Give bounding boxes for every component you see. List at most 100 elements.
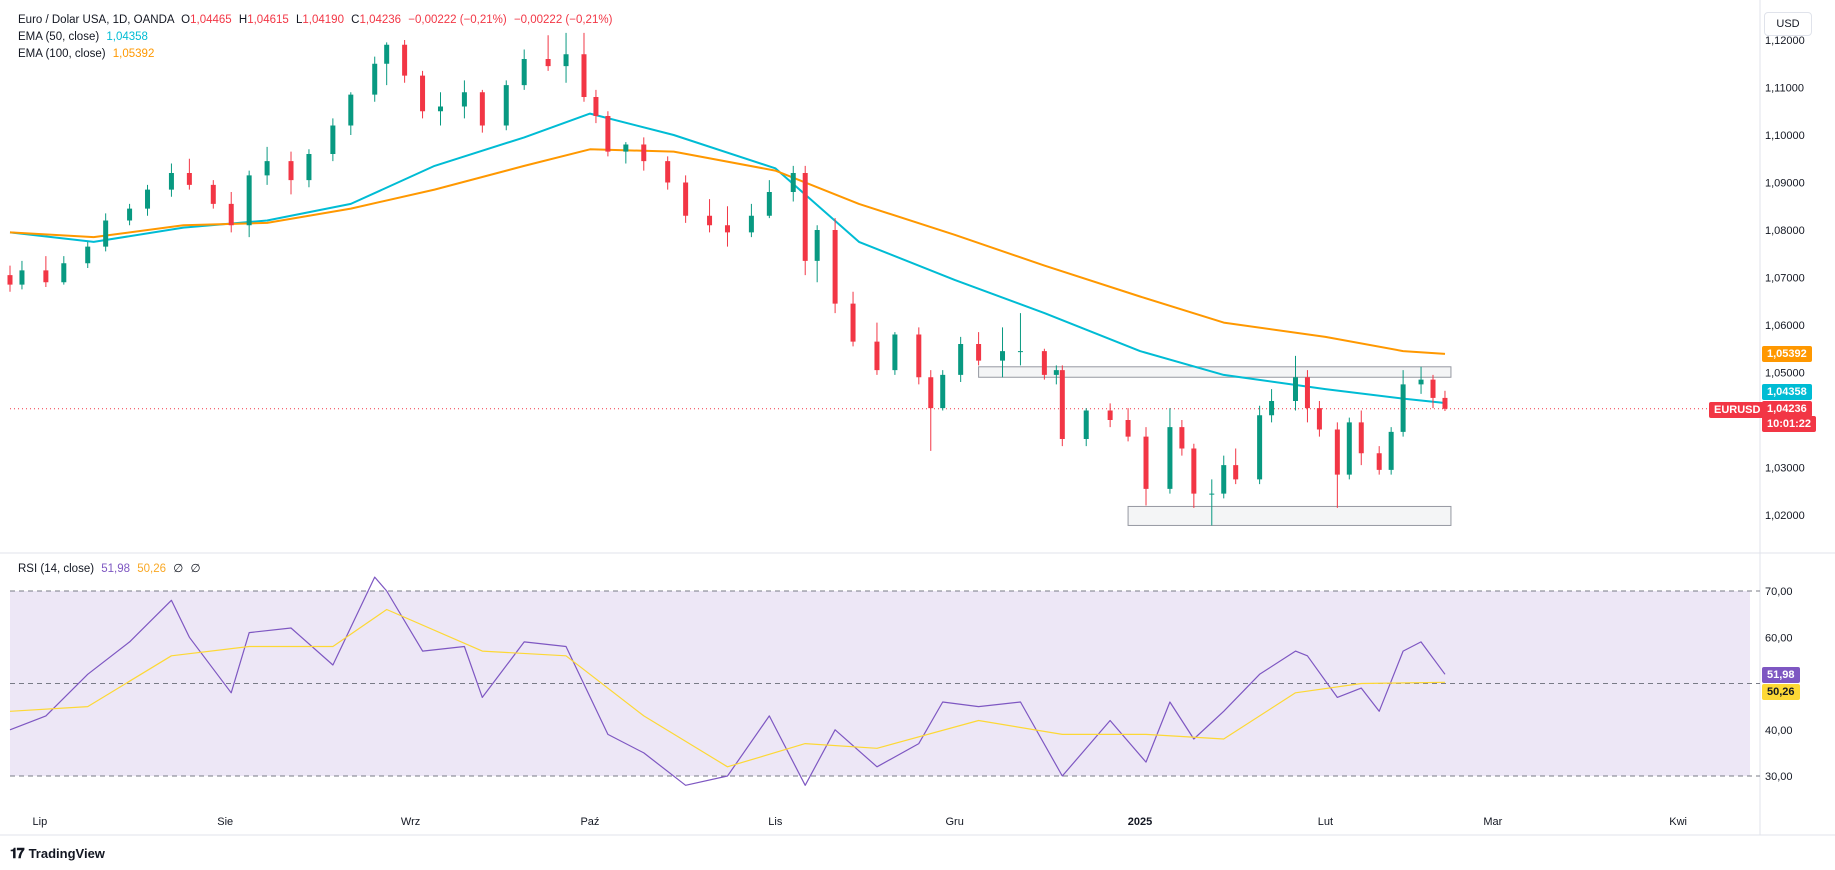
candle[interactable] xyxy=(802,165,808,276)
candle[interactable] xyxy=(928,370,934,451)
candle[interactable] xyxy=(581,32,587,102)
candle[interactable] xyxy=(306,149,312,188)
open-label: O xyxy=(181,14,191,26)
candle[interactable] xyxy=(19,260,25,290)
candle[interactable] xyxy=(832,218,838,314)
tradingview-logo[interactable]: 𝟏𝟕 TradingView xyxy=(10,845,105,862)
candle[interactable] xyxy=(43,256,49,287)
candle[interactable] xyxy=(1346,417,1352,480)
candle[interactable] xyxy=(246,170,252,238)
candle[interactable] xyxy=(85,241,91,268)
candle[interactable] xyxy=(1167,408,1173,494)
candle[interactable] xyxy=(1107,403,1113,428)
candle[interactable] xyxy=(420,70,426,119)
candle[interactable] xyxy=(437,92,443,126)
candle[interactable] xyxy=(874,322,880,375)
candle[interactable] xyxy=(892,332,898,375)
candle[interactable] xyxy=(665,156,671,190)
candle[interactable] xyxy=(61,256,67,285)
candle[interactable] xyxy=(127,203,133,226)
candle-body xyxy=(1400,384,1406,432)
candle[interactable] xyxy=(623,142,629,164)
candle[interactable] xyxy=(1388,427,1394,475)
candle[interactable] xyxy=(1125,408,1131,442)
candle[interactable] xyxy=(186,158,192,190)
candle[interactable] xyxy=(748,203,754,238)
candle[interactable] xyxy=(1376,446,1382,475)
candle-body xyxy=(581,54,587,97)
candle[interactable] xyxy=(1191,443,1197,508)
candle[interactable] xyxy=(563,32,569,83)
candle[interactable] xyxy=(641,137,647,171)
candle[interactable] xyxy=(1430,374,1436,409)
candle[interactable] xyxy=(1179,420,1185,456)
candle-body xyxy=(1257,415,1263,480)
candle[interactable] xyxy=(228,192,234,233)
candle[interactable] xyxy=(1041,348,1047,380)
candle[interactable] xyxy=(593,89,599,124)
candle[interactable] xyxy=(168,163,174,197)
candle[interactable] xyxy=(384,42,390,86)
candle[interactable] xyxy=(1334,422,1340,508)
candle[interactable] xyxy=(402,40,408,83)
candle[interactable] xyxy=(1316,401,1322,437)
candle[interactable] xyxy=(288,151,294,195)
candle[interactable] xyxy=(814,225,820,283)
candle[interactable] xyxy=(1442,390,1448,411)
candle[interactable] xyxy=(707,199,713,233)
candle[interactable] xyxy=(264,146,270,185)
candle[interactable] xyxy=(7,265,13,292)
candle[interactable] xyxy=(103,213,109,252)
candle[interactable] xyxy=(1233,448,1239,485)
candle[interactable] xyxy=(330,118,336,162)
rsi-ma-value: 50,26 xyxy=(137,563,167,575)
candle[interactable] xyxy=(479,89,485,133)
candle-body xyxy=(928,377,934,409)
price-tick-label: 1,03000 xyxy=(1765,463,1805,475)
candle[interactable] xyxy=(461,80,467,119)
candle[interactable] xyxy=(724,206,730,247)
candle[interactable] xyxy=(1292,355,1298,411)
candle[interactable] xyxy=(605,111,611,157)
candle[interactable] xyxy=(348,92,354,135)
candle[interactable] xyxy=(1358,410,1364,466)
candle-body xyxy=(1191,448,1197,494)
rsi-line xyxy=(9,576,1446,786)
candle[interactable] xyxy=(1059,365,1065,447)
support-resistance-zone[interactable] xyxy=(1127,505,1452,526)
candle[interactable] xyxy=(1017,313,1023,366)
candle[interactable] xyxy=(1418,366,1424,394)
candle[interactable] xyxy=(1000,327,1006,378)
candle[interactable] xyxy=(1304,370,1310,423)
candle[interactable] xyxy=(503,80,509,131)
candle[interactable] xyxy=(1257,405,1263,485)
candle[interactable] xyxy=(850,291,856,347)
candle[interactable] xyxy=(372,56,378,102)
candle[interactable] xyxy=(790,165,796,202)
rsi-tick-label: 40,00 xyxy=(1765,725,1793,737)
candle[interactable] xyxy=(210,180,216,209)
candle[interactable] xyxy=(958,336,964,382)
ema50-price-badge: 1,04358 xyxy=(1762,384,1812,400)
candle[interactable] xyxy=(976,332,982,366)
candle-body xyxy=(1167,427,1173,489)
candle[interactable] xyxy=(145,184,151,216)
candle[interactable] xyxy=(1209,479,1215,526)
candle[interactable] xyxy=(1269,389,1275,423)
candle[interactable] xyxy=(1400,370,1406,437)
candle[interactable] xyxy=(1143,427,1149,506)
date-tick-label: Wrz xyxy=(401,816,420,828)
candle[interactable] xyxy=(683,175,689,223)
candle[interactable] xyxy=(940,370,946,411)
currency-unit-button[interactable]: USD xyxy=(1764,12,1812,36)
candle[interactable] xyxy=(766,180,772,219)
candle[interactable] xyxy=(1053,365,1059,385)
candle[interactable] xyxy=(545,35,551,71)
candle[interactable] xyxy=(521,49,527,90)
candle[interactable] xyxy=(916,327,922,385)
low-value: 1,04190 xyxy=(302,14,344,26)
candle[interactable] xyxy=(1221,455,1227,499)
candle-body xyxy=(665,161,671,183)
candle[interactable] xyxy=(1083,408,1089,447)
